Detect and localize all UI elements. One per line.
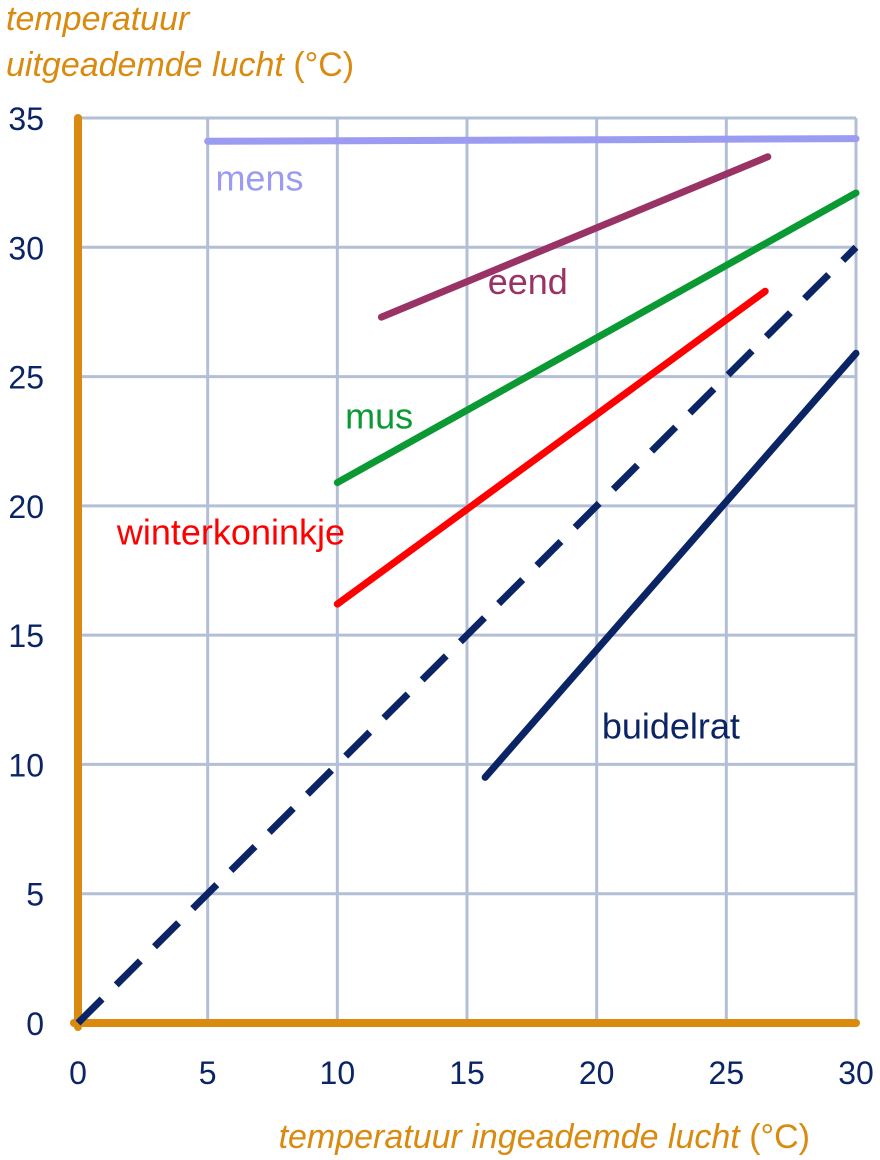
reference-line bbox=[75, 244, 859, 1026]
y-tick-label: 5 bbox=[26, 877, 44, 913]
series-label-winterkoninkje: winterkoninkje bbox=[116, 512, 345, 553]
series-line-buidelrat bbox=[481, 349, 860, 781]
x-tick-label: 15 bbox=[449, 1055, 485, 1091]
series-label-buidelrat: buidelrat bbox=[602, 706, 740, 747]
y-tick-label: 20 bbox=[8, 489, 44, 525]
y-tick-label: 0 bbox=[26, 1006, 44, 1042]
x-axis-title: temperatuur ingeademde lucht (°C) bbox=[279, 1118, 810, 1156]
y-tick-label: 35 bbox=[8, 101, 44, 137]
series-label-mens: mens bbox=[215, 157, 303, 198]
x-tick-label: 0 bbox=[69, 1055, 87, 1091]
x-tick-label: 5 bbox=[199, 1055, 217, 1091]
series-line-mus bbox=[333, 189, 860, 487]
series-labels: mens eend mus winterkoninkje buidelrat bbox=[116, 157, 740, 746]
series-label-eend: eend bbox=[488, 261, 568, 302]
grid bbox=[78, 116, 858, 1023]
tick-labels: 0 5 10 15 20 25 30 0 5 10 15 20 25 30 35 bbox=[8, 101, 873, 1091]
x-tick-label: 10 bbox=[320, 1055, 356, 1091]
y-tick-label: 10 bbox=[8, 747, 44, 783]
x-tick-label: 20 bbox=[579, 1055, 615, 1091]
series-label-mus: mus bbox=[345, 395, 413, 436]
x-tick-label: 30 bbox=[838, 1055, 874, 1091]
y-tick-label: 25 bbox=[8, 360, 44, 396]
series-line-eend bbox=[377, 153, 772, 321]
y-axis-title-line-2: uitgeademde lucht (°C) bbox=[6, 46, 354, 84]
x-tick-label: 25 bbox=[709, 1055, 745, 1091]
series-line-winterkoninkje bbox=[333, 287, 769, 608]
series-lines bbox=[75, 135, 860, 1026]
y-tick-label: 15 bbox=[8, 618, 44, 654]
axes bbox=[70, 114, 860, 1031]
series-line-mens bbox=[204, 135, 860, 145]
y-axis-title-line-1: temperatuur bbox=[6, 0, 191, 38]
y-tick-label: 30 bbox=[8, 230, 44, 266]
